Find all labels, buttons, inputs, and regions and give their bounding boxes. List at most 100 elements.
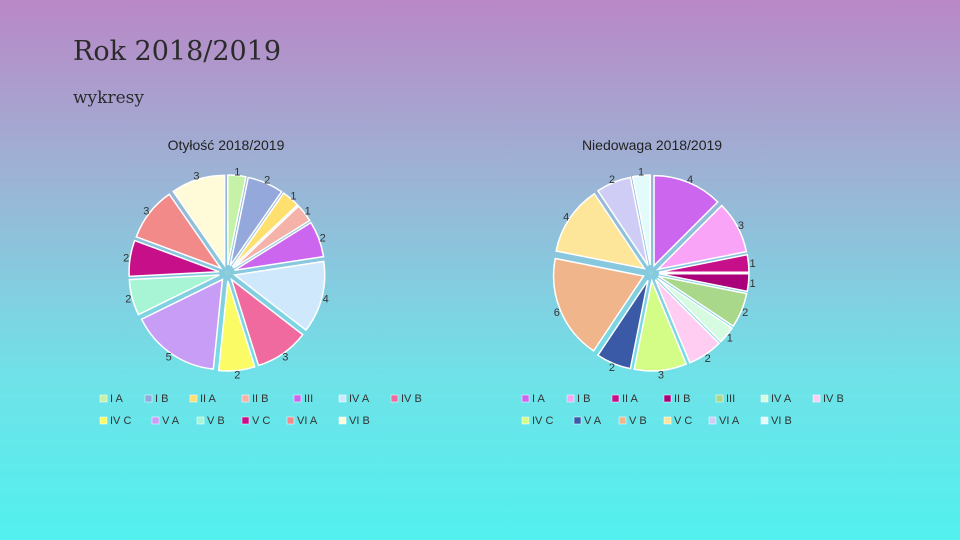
niedowaga-legend-label-ii-b: II B [674,393,691,405]
niedowaga-center-dot [648,270,654,276]
niedowaga-data-label-iv-a: 1 [727,333,733,345]
niedowaga-legend-label-vi-b: VI B [771,415,792,427]
niedowaga-slice-ii-b [658,273,750,293]
otylosc-slice-iv-c [217,280,256,372]
niedowaga-legend-swatch-ii-a [611,394,620,403]
otylosc-legend-swatch-ii-b [241,394,250,403]
niedowaga-data-label-ii-b: 1 [749,278,755,290]
otylosc-legend-label-ii-b: II B [252,393,269,405]
niedowaga-legend-swatch-v-b [618,416,627,425]
otylosc-legend-label-v-a: V A [162,415,180,427]
niedowaga-slice-i-b [655,204,748,271]
otylosc-slice-v-a [140,278,224,370]
otylosc-data-label-vi-a: 3 [143,206,149,218]
otylosc-data-label-iii: 2 [320,233,326,245]
niedowaga-legend-label-i-a: I A [532,393,546,405]
otylosc-legend-label-iv-c: IV C [110,415,131,427]
niedowaga-data-label-v-b: 6 [554,307,560,319]
niedowaga-legend-label-v-a: V A [584,415,602,427]
niedowaga-slice-iv-b [654,279,721,364]
niedowaga-legend-swatch-v-a [573,416,582,425]
niedowaga-data-label-i-b: 3 [738,220,744,232]
niedowaga-slice-iv-a [656,277,734,343]
niedowaga-legend-swatch-v-c [663,416,672,425]
niedowaga-slice-ii-a [658,253,750,273]
otylosc-legend-swatch-ii-a [189,394,198,403]
otylosc-legend-swatch-iv-c [99,416,108,425]
otylosc-data-label-vi-b: 3 [193,171,199,183]
niedowaga-data-label-v-c: 4 [563,211,569,223]
niedowaga-data-label-i-a: 4 [687,174,693,186]
niedowaga-legend-label-vi-a: VI A [719,415,740,427]
otylosc-legend-label-ii-a: II A [200,393,217,405]
otylosc-legend-swatch-v-b [196,416,205,425]
niedowaga-legend-swatch-iv-a [760,394,769,403]
otylosc-legend-swatch-vi-a [286,416,295,425]
otylosc-slice-iv-a [232,260,326,332]
niedowaga-legend-swatch-i-b [566,394,575,403]
niedowaga-legend-label-iv-a: IV A [771,393,792,405]
niedowaga-data-label-vi-b: 1 [638,166,644,178]
slide-title: Rok 2018/2019 [73,36,282,67]
otylosc-slice-vi-b [172,174,226,268]
niedowaga-slice-iv-c [633,278,688,372]
otylosc-legend-label-vi-a: VI A [297,415,318,427]
niedowaga-slice-vi-b [631,174,651,266]
otylosc-legend-swatch-iv-a [338,394,347,403]
niedowaga-legend-label-iii: III [726,393,735,405]
otylosc-data-label-iv-b: 3 [282,352,288,364]
niedowaga-legend-swatch-ii-b [663,394,672,403]
niedowaga-data-label-vi-a: 2 [609,174,615,186]
niedowaga-legend-label-v-c: V C [674,415,692,427]
niedowaga-slice-v-b [552,257,645,352]
otylosc-legend-label-iii: III [304,393,313,405]
niedowaga-legend-swatch-vi-b [760,416,769,425]
otylosc-legend-label-vi-b: VI B [349,415,370,427]
otylosc-legend-swatch-iii [293,394,302,403]
otylosc-legend-label-iv-b: IV B [401,393,422,405]
otylosc-slice-i-a [227,174,247,266]
otylosc-legend-swatch-vi-b [338,416,347,425]
otylosc-data-label-iv-c: 2 [234,369,240,381]
otylosc-legend-swatch-v-a [151,416,160,425]
otylosc-legend-label-iv-a: IV A [349,393,370,405]
otylosc-data-label-i-a: 1 [234,167,240,179]
otylosc-data-label-v-c: 2 [123,253,129,265]
niedowaga-legend-label-iv-c: IV C [532,415,553,427]
otylosc-slice-v-b [128,274,220,316]
otylosc-slice-v-c [128,239,220,278]
niedowaga-slice-v-a [596,279,649,370]
niedowaga-legend-swatch-i-a [521,394,530,403]
otylosc-slice-vi-a [135,193,223,270]
otylosc-slice-i-b [229,176,283,267]
otylosc-legend-swatch-i-b [144,394,153,403]
otylosc-slice-ii-a [231,192,299,268]
niedowaga-legend-label-iv-b: IV B [823,393,844,405]
niedowaga-data-label-iii: 2 [742,307,748,319]
otylosc-data-label-v-b: 2 [125,294,131,306]
otylosc-legend-label-v-b: V B [207,415,225,427]
niedowaga-legend-label-i-b: I B [577,393,590,405]
niedowaga-data-label-ii-a: 1 [749,258,755,270]
niedowaga-legend-swatch-iii [715,394,724,403]
niedowaga-slice-v-c [555,192,646,270]
niedowaga-legend-label-v-b: V B [629,415,647,427]
niedowaga-slice-iii [657,275,748,328]
niedowaga-slice-vi-a [596,176,649,267]
otylosc-data-label-iv-a: 4 [323,294,329,306]
otylosc-legend-label-v-c: V C [252,415,270,427]
otylosc-slice-iii [234,221,325,271]
otylosc-legend-swatch-v-c [241,416,250,425]
niedowaga-chart-title: Niedowaga 2018/2019 [582,137,722,153]
otylosc-slice-ii-b [232,205,311,269]
niedowaga-slice-i-a [653,174,719,268]
otylosc-slice-iv-b [230,277,304,367]
niedowaga-legend-label-ii-a: II A [622,393,639,405]
otylosc-legend-swatch-i-a [99,394,108,403]
otylosc-data-label-ii-b: 1 [305,206,311,218]
otylosc-legend-label-i-b: I B [155,393,168,405]
niedowaga-legend-swatch-iv-b [812,394,821,403]
niedowaga-legend-swatch-iv-c [521,416,530,425]
slide-subtitle: wykresy [73,88,144,108]
